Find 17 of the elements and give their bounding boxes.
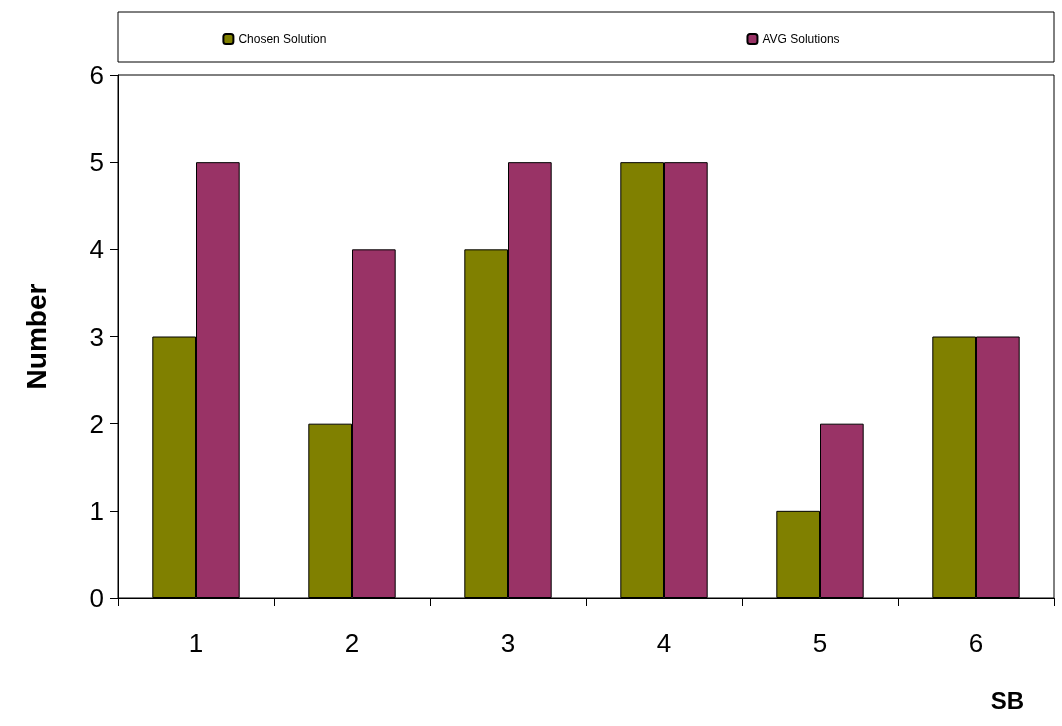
y-tick-label: 4 (89, 234, 104, 265)
x-axis-title: SB (990, 686, 1024, 714)
legend-label: Chosen Solution (238, 32, 327, 46)
x-tick-label: 1 (188, 628, 204, 658)
x-tick-label: 4 (656, 628, 672, 658)
x-tick-label: 3 (500, 628, 516, 658)
y-tick-label: 1 (89, 495, 104, 526)
y-tick-label: 0 (89, 583, 104, 613)
legend-label: AVG Solutions (762, 32, 840, 46)
y-tick-label: 2 (89, 408, 104, 439)
x-tick-label: 6 (968, 628, 984, 658)
x-tick-label: 5 (812, 628, 828, 658)
x-tick-label: 2 (344, 628, 360, 658)
y-tick-label: 3 (89, 321, 104, 352)
y-axis-title: Number (20, 283, 52, 390)
y-tick-label: 5 (89, 147, 104, 178)
y-tick-label: 6 (89, 60, 104, 90)
